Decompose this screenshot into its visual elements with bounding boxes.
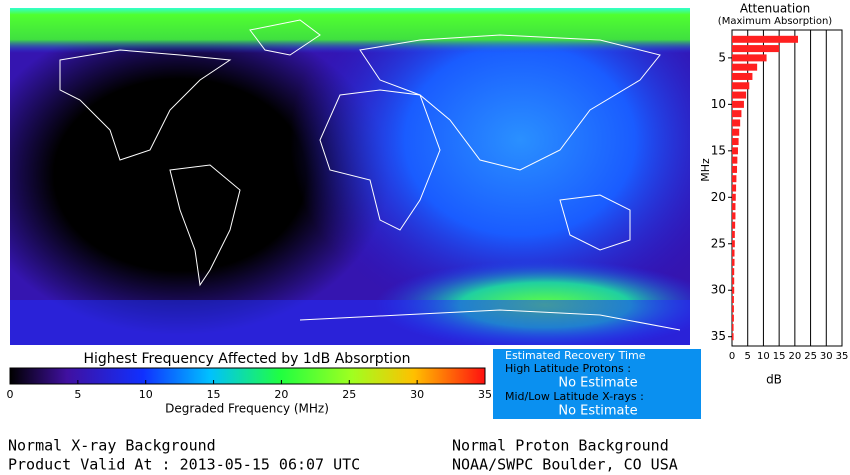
bar: [732, 100, 744, 108]
xray-status: Normal X-ray Background: [8, 437, 216, 455]
x-tick-label: 30: [820, 351, 833, 362]
proton-status: Normal Proton Background: [452, 437, 669, 455]
colorbar-label: Degraded Frequency (MHz): [165, 402, 329, 416]
bar: [732, 156, 738, 164]
x-tick-label: 10: [757, 351, 770, 362]
bar: [732, 230, 735, 238]
y-tick-label: 10: [711, 97, 726, 111]
bar: [732, 193, 736, 201]
bar: [732, 249, 735, 257]
colorbar-tick-label: 15: [207, 388, 221, 401]
bar: [732, 296, 734, 304]
x-tick-label: 0: [729, 351, 735, 362]
bar: [732, 63, 758, 71]
source: NOAA/SWPC Boulder, CO USA: [452, 456, 678, 474]
bar: [732, 212, 736, 220]
bar: [732, 82, 750, 90]
bar: [732, 221, 736, 229]
colorbar-tick-label: 0: [7, 388, 14, 401]
bar: [732, 45, 780, 53]
y-tick-label: 5: [718, 50, 726, 64]
xrays-label: Mid/Low Latitude X-rays :: [505, 390, 644, 403]
colorbar-tick-label: 5: [74, 388, 81, 401]
chart-title: Attenuation: [740, 2, 810, 16]
recovery-box: [493, 349, 701, 419]
bar: [732, 314, 734, 322]
bar: [732, 305, 734, 313]
colorbar: [9, 367, 486, 385]
colorbar-tick-label: 25: [342, 388, 356, 401]
colorbar-tick-label: 35: [478, 388, 492, 401]
bar: [732, 128, 740, 136]
bar: [732, 184, 737, 192]
x-tick-label: 25: [804, 351, 817, 362]
bar: [732, 203, 736, 211]
bar: [732, 138, 739, 146]
y-tick-label: 35: [711, 329, 726, 343]
bar: [732, 110, 742, 118]
protons-value: No Estimate: [558, 376, 637, 391]
y-tick-label: 15: [711, 143, 726, 157]
bar: [732, 72, 753, 80]
y-axis-label: MHz: [699, 158, 712, 182]
x-tick-label: 20: [788, 351, 801, 362]
x-tick-label: 15: [773, 351, 786, 362]
absorption-map: [10, 8, 690, 345]
x-axis-label: dB: [766, 373, 782, 387]
bar: [732, 175, 737, 183]
recovery-title: Estimated Recovery Time: [505, 349, 646, 362]
x-tick-label: 5: [745, 351, 751, 362]
colorbar-title: Highest Frequency Affected by 1dB Absorp…: [83, 351, 410, 367]
bar: [732, 333, 734, 341]
plot-area: [731, 29, 843, 347]
x-tick-label: 35: [836, 351, 849, 362]
bar: [732, 323, 734, 331]
protons-label: High Latitude Protons :: [505, 362, 631, 375]
valid-at: Product Valid At : 2013-05-15 06:07 UTC: [8, 456, 360, 474]
coastlines: [59, 19, 681, 331]
colorbar-tick-label: 30: [410, 388, 424, 401]
y-tick-label: 25: [711, 236, 726, 250]
bar: [732, 147, 738, 155]
y-tick-label: 30: [711, 283, 726, 297]
bar: [732, 268, 735, 276]
bar: [732, 277, 735, 285]
y-tick-label: 20: [711, 190, 726, 204]
bar: [732, 119, 741, 127]
bar: [732, 165, 738, 173]
xrays-value: No Estimate: [558, 404, 637, 419]
bar: [732, 54, 767, 62]
bar: [732, 240, 735, 248]
colorbar-tick-label: 20: [274, 388, 288, 401]
colorbar-tick-label: 10: [139, 388, 153, 401]
bar: [732, 91, 747, 99]
bar: [732, 258, 735, 266]
bar: [732, 35, 798, 43]
bar: [732, 286, 735, 294]
chart-subtitle: (Maximum Absorption): [718, 16, 832, 27]
